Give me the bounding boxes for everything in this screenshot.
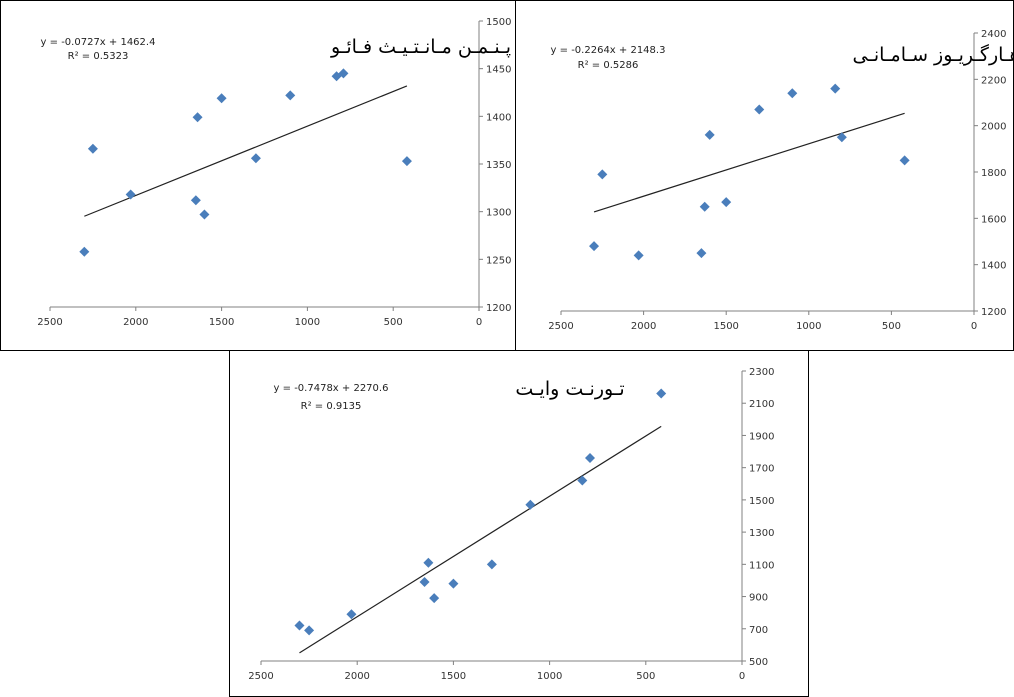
data-point	[190, 195, 201, 206]
x-tick-label: 1500	[209, 317, 234, 328]
x-tick-label: 500	[882, 321, 901, 332]
x-tick-label: 500	[636, 671, 655, 682]
y-tick-label: 1600	[981, 214, 1006, 225]
y-tick-label: 2100	[749, 399, 774, 410]
data-point	[754, 104, 765, 115]
data-point	[830, 83, 841, 94]
y-tick-label: 1200	[981, 307, 1006, 318]
chart-svg: 2500 2000 1500 1000 500 0 1200 1250 1300 1350 1400…	[37, 17, 511, 328]
trendline-equation: y = -0.7478x + 2270.6	[274, 383, 389, 394]
x-tick-label: 2500	[548, 321, 573, 332]
data-point	[419, 577, 430, 588]
trendline	[593, 112, 905, 213]
data-point	[787, 88, 798, 99]
y-tick-label: 2400	[981, 29, 1006, 40]
y-tick-label: 1300	[486, 208, 511, 219]
y-tick-label: 1450	[486, 65, 511, 76]
data-point	[656, 388, 667, 399]
y-tick-label: 900	[749, 593, 768, 604]
trendline	[84, 85, 408, 217]
data-point	[423, 557, 434, 568]
chart-penman-monteith-fao: 2500 2000 1500 1000 500 0 1200 1250 1300 1350 1400…	[0, 0, 516, 351]
y-tick-label: 1100	[749, 560, 774, 571]
y-tick-label: 1400	[486, 112, 511, 123]
r-squared-label: R² = 0.5286	[578, 60, 639, 71]
y-tick-label: 1800	[981, 168, 1006, 179]
r-squared-label: R² = 0.9135	[301, 401, 362, 412]
x-tick-label: 1000	[796, 321, 821, 332]
chart-thornthwaite: 2500 2000 1500 1000 500 0 500 700 900 1100 1300 150…	[229, 350, 809, 697]
data-point	[346, 609, 357, 620]
data-point	[216, 93, 227, 104]
x-tick-label: 1000	[537, 671, 562, 682]
chart-title: هـارگـریـوز سـامـانـی	[852, 43, 1014, 66]
y-tick-label: 500	[749, 657, 768, 668]
trendline	[299, 425, 662, 654]
x-tick-label: 1000	[295, 317, 320, 328]
x-tick-label: 0	[971, 321, 977, 332]
data-point	[448, 578, 459, 589]
data-point	[125, 189, 136, 200]
data-point	[721, 197, 732, 208]
chart-svg: 2500 2000 1500 1000 500 0 1200 1400 1600 1800 2000…	[548, 29, 1014, 332]
chart-hargreaves-samani: 2500 2000 1500 1000 500 0 1200 1400 1600 1800 2000…	[515, 0, 1014, 351]
data-point	[79, 246, 90, 257]
data-point	[486, 559, 497, 570]
data-point	[704, 129, 715, 140]
data-point	[597, 169, 608, 180]
y-tick-label: 700	[749, 625, 768, 636]
y-tick-label: 1500	[486, 17, 511, 28]
x-tick-label: 2500	[248, 671, 273, 682]
data-point	[696, 248, 707, 259]
data-point	[250, 153, 261, 164]
data-point	[285, 90, 296, 101]
data-point	[577, 475, 588, 486]
x-tick-label: 1500	[713, 321, 738, 332]
data-point	[294, 620, 305, 631]
x-tick-label: 2000	[123, 317, 148, 328]
data-point	[699, 201, 710, 212]
x-tick-label: 2000	[631, 321, 656, 332]
data-point	[836, 132, 847, 143]
chart-title: تـورنـت وایـت	[515, 378, 624, 400]
x-tick-label: 500	[384, 317, 403, 328]
y-tick-label: 1400	[981, 261, 1006, 272]
x-tick-label: 0	[739, 671, 745, 682]
data-point	[633, 250, 644, 261]
data-point	[338, 68, 349, 79]
data-point	[401, 156, 412, 167]
x-tick-label: 2000	[344, 671, 369, 682]
chart-svg: 2500 2000 1500 1000 500 0 500 700 900 1100 1300 150…	[248, 367, 774, 682]
y-tick-label: 1900	[749, 431, 774, 442]
y-tick-label: 2000	[981, 122, 1006, 133]
data-point	[525, 499, 536, 510]
data-point	[87, 143, 98, 154]
data-point	[304, 625, 315, 636]
y-tick-label: 2200	[981, 75, 1006, 86]
y-tick-label: 1300	[749, 528, 774, 539]
chart-title: پـنـمـن مـانـتـیـث فـائـو	[330, 36, 511, 58]
data-point	[899, 155, 910, 166]
trendline-equation: y = -0.0727x + 1462.4	[41, 37, 156, 48]
y-tick-label: 1350	[486, 160, 511, 171]
r-squared-label: R² = 0.5323	[68, 51, 129, 62]
y-tick-label: 1500	[749, 496, 774, 507]
x-tick-label: 1500	[441, 671, 466, 682]
y-tick-label: 1250	[486, 255, 511, 266]
x-tick-label: 0	[476, 317, 482, 328]
data-point	[585, 453, 596, 463]
y-tick-label: 1700	[749, 464, 774, 475]
x-tick-label: 2500	[37, 317, 62, 328]
y-tick-label: 2300	[749, 367, 774, 378]
data-point	[429, 593, 440, 604]
trendline-equation: y = -0.2264x + 2148.3	[551, 45, 666, 56]
y-tick-label: 1200	[486, 303, 511, 314]
data-point	[589, 241, 600, 252]
data-point	[199, 209, 210, 220]
data-point	[192, 112, 203, 123]
